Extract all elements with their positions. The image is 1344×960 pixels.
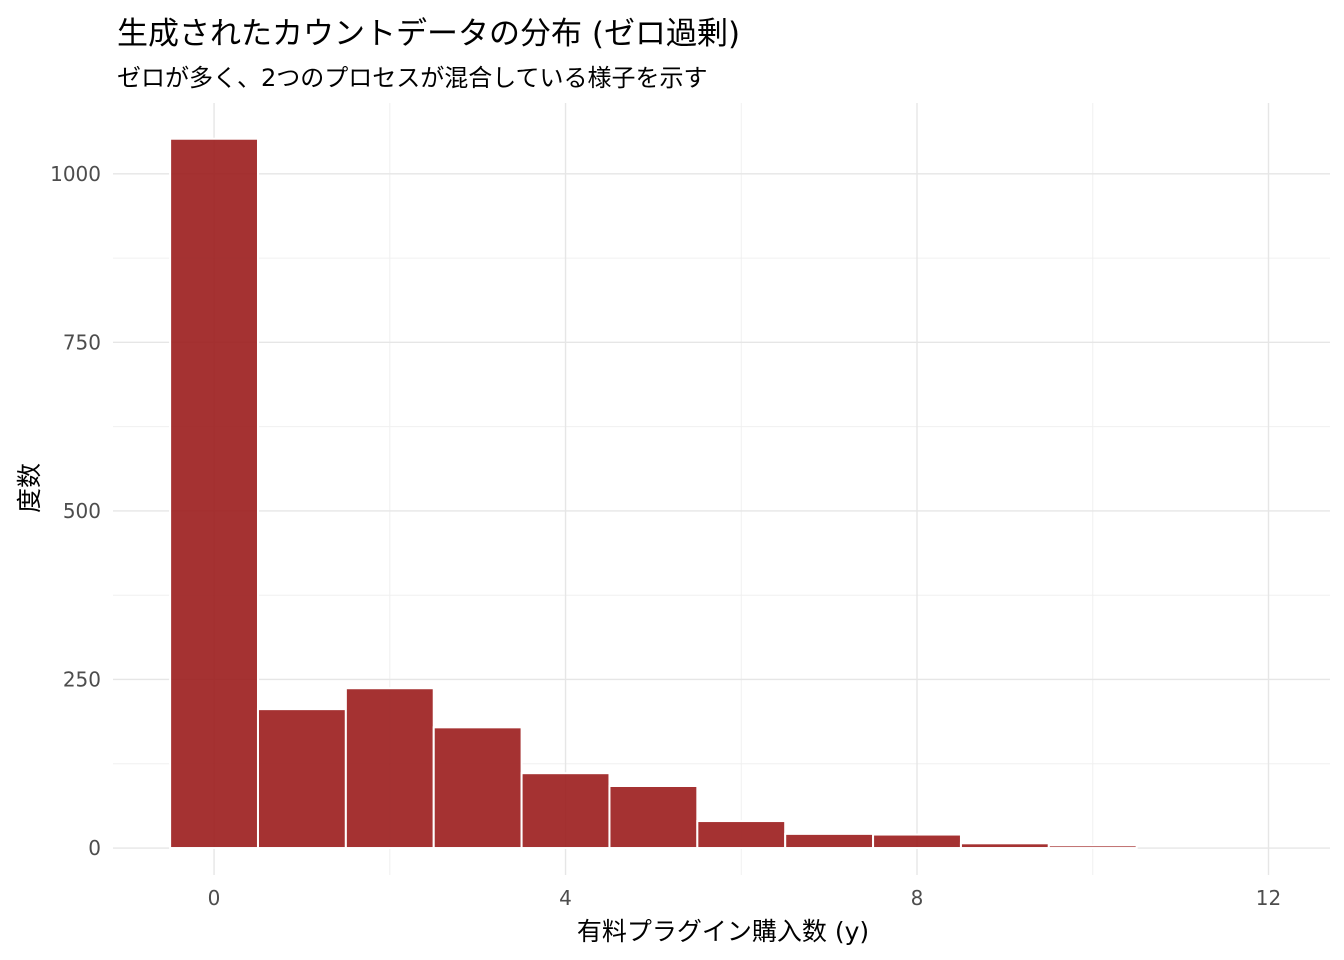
bar-y-7 <box>784 832 875 850</box>
bar-y-0 <box>169 137 259 850</box>
bar-y-1 <box>256 708 347 850</box>
bar-y-3 <box>432 726 523 850</box>
minor-gridlines <box>113 103 1330 875</box>
y-tick-labels: 0 250 500 750 1000 <box>50 162 101 860</box>
bar-y-6 <box>696 820 787 850</box>
x-tick-label: 0 <box>208 886 221 910</box>
bar-y-4 <box>520 772 611 850</box>
bar-y-5 <box>608 785 699 850</box>
y-tick-label: 1000 <box>50 162 101 186</box>
x-tick-label: 4 <box>559 886 572 910</box>
bars <box>169 137 1138 850</box>
x-tick-label: 12 <box>1256 886 1281 910</box>
bar-y-10 <box>1047 844 1138 850</box>
chart-title: 生成されたカウントデータの分布 (ゼロ過剰) <box>117 16 741 52</box>
y-tick-label: 0 <box>88 836 101 860</box>
y-tick-label: 500 <box>63 499 101 523</box>
bar-y-2 <box>344 687 435 850</box>
bar-y-8 <box>872 833 962 850</box>
x-tick-labels: 0 4 8 12 <box>208 886 1282 910</box>
y-axis-label: 度数 <box>15 463 44 513</box>
chart-subtitle: ゼロが多く、2つのプロセスが混合している様子を示す <box>117 64 708 92</box>
y-tick-label: 250 <box>63 667 101 691</box>
x-tick-label: 8 <box>911 886 924 910</box>
x-axis-label: 有料プラグイン購入数 (y) <box>577 917 869 946</box>
bar-y-9 <box>959 842 1050 850</box>
y-tick-label: 750 <box>63 330 101 354</box>
